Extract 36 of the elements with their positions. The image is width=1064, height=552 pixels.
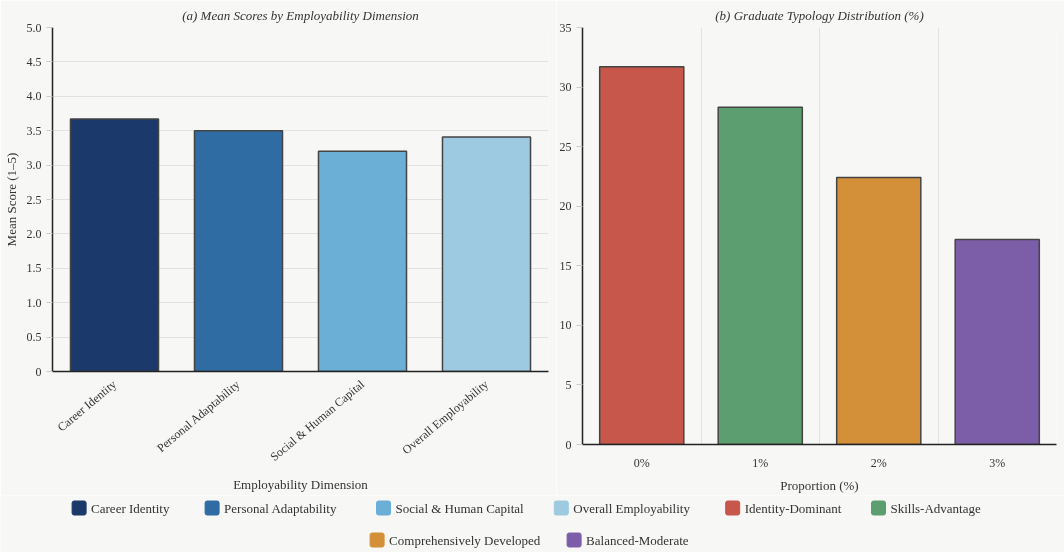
x-axis-title: Proportion (%) [780,477,859,493]
y-tick-label: 30 [559,80,572,95]
legend-label: Overall Employability [573,500,691,516]
legend-label: Personal Adaptability [224,500,337,516]
y-axis-title: Mean Score (1–5) [3,152,19,247]
legend-label: Social & Human Capital [395,500,525,516]
y-tick-label: 20 [559,199,572,214]
y-tick-label: 1.5 [26,261,42,276]
legend-label: Comprehensively Developed [389,532,541,548]
y-tick-label: 2.0 [26,226,42,241]
y-tick-label: 25 [559,139,572,154]
y-tick-label: 0 [565,437,572,452]
x-axis-title: Employability Dimension [233,477,369,493]
y-tick-label: 35 [559,20,572,35]
x-tick-label: 3% [989,455,1006,470]
x-tick-label: 0% [633,455,650,470]
legend-label: Identity-Dominant [744,500,842,516]
y-tick-label: 1.0 [26,295,42,310]
y-tick-label: 3.0 [26,158,42,173]
y-tick-label: 5 [565,377,572,392]
legend-label: Balanced-Moderate [586,532,689,548]
y-tick-label: 2.5 [26,192,42,207]
x-tick-label: 2% [870,455,887,470]
y-tick-label: 4.0 [26,89,42,104]
chart-title: (a) Mean Scores by Employability Dimension [182,7,419,23]
y-tick-label: 15 [559,258,572,273]
y-tick-label: 10 [559,318,572,333]
y-tick-label: 0 [35,364,42,379]
legend-label: Career Identity [91,500,170,516]
y-tick-label: 4.5 [26,54,42,69]
y-tick-label: 3.5 [26,123,42,138]
chart-title: (b) Graduate Typology Distribution (%) [715,7,924,23]
y-tick-label: 0.5 [26,330,42,345]
legend-label: Skills-Advantage [890,500,981,516]
y-tick-label: 5.0 [26,20,42,35]
x-tick-label: 1% [752,455,769,470]
